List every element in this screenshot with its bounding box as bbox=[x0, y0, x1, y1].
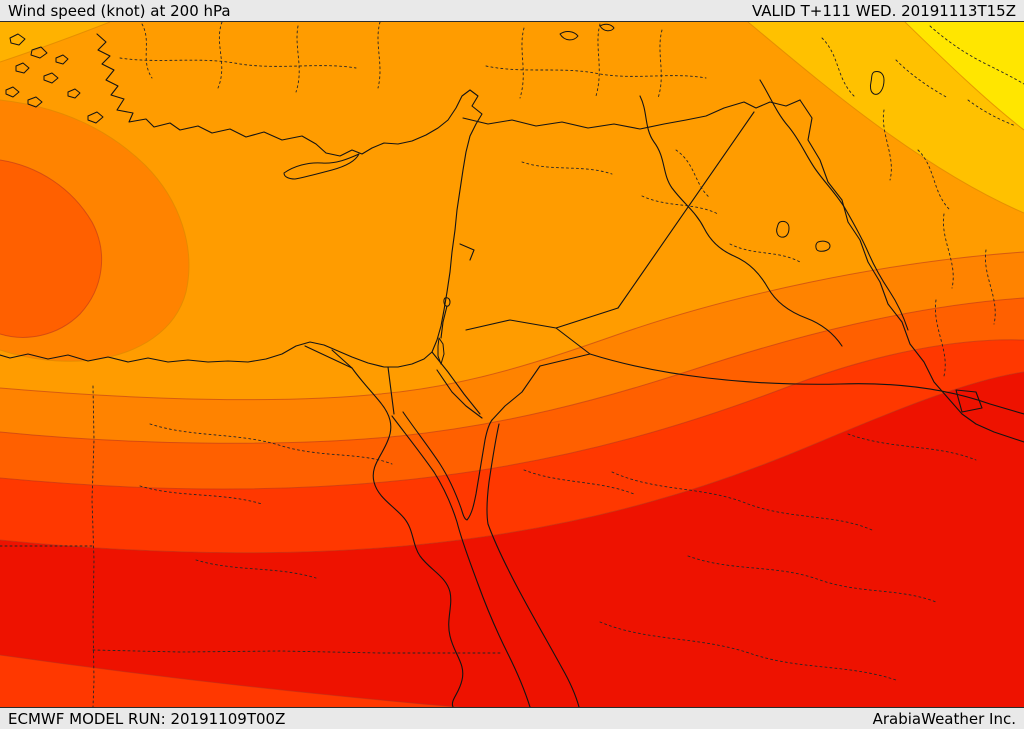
lake-tuz bbox=[559, 31, 579, 41]
band-red-southwest bbox=[0, 655, 460, 707]
valid-time-label: VALID T+111 WED. 20191113T15Z bbox=[751, 1, 1016, 20]
admin-saudi-3 bbox=[599, 621, 897, 681]
header-bar: Wind speed (knot) at 200 hPa VALID T+111… bbox=[0, 0, 1024, 22]
lake bbox=[599, 23, 615, 32]
coastlines bbox=[0, 23, 909, 707]
contour-orange-darkorange bbox=[0, 251, 1024, 401]
island-cyprus bbox=[283, 153, 360, 180]
band-dark-orange-mid bbox=[0, 252, 1024, 444]
nile-delta-branch-east bbox=[331, 349, 353, 369]
band-deep-red-core bbox=[0, 372, 1024, 707]
admin-iran-3 bbox=[917, 149, 951, 211]
admin-syria-1 bbox=[521, 161, 613, 175]
contour-yellow-amber bbox=[904, 22, 1024, 131]
contour-west-blob bbox=[0, 99, 190, 362]
band-orange-red-west-core bbox=[0, 160, 102, 338]
island bbox=[30, 46, 48, 59]
admin-iran-9 bbox=[967, 99, 1017, 127]
island bbox=[9, 33, 26, 46]
island bbox=[5, 86, 20, 98]
contour-west-core bbox=[0, 159, 103, 338]
admin-egypt-3 bbox=[195, 559, 317, 579]
admin-saudi-2 bbox=[687, 555, 937, 603]
egypt-red-sea-coast bbox=[391, 415, 531, 707]
border-iraq-saudi bbox=[589, 353, 1024, 415]
admin-turkey-8 bbox=[119, 57, 357, 69]
contour-amber-nw bbox=[0, 22, 111, 63]
border-egypt-israel bbox=[431, 351, 481, 415]
band-red-mid bbox=[0, 339, 1024, 553]
admin-iran-8 bbox=[895, 59, 949, 99]
suez-canal bbox=[387, 366, 395, 415]
aegean-islands bbox=[5, 33, 104, 124]
admin-saudi-5 bbox=[523, 469, 635, 495]
lake-razzaza bbox=[815, 240, 831, 252]
sinai-coast bbox=[402, 411, 493, 521]
model-run-label: ECMWF MODEL RUN: 20191109T00Z bbox=[8, 709, 286, 728]
admin-saudi-4 bbox=[847, 433, 977, 461]
wind-speed-bands bbox=[0, 22, 1024, 707]
admin-turkey-6 bbox=[595, 23, 601, 97]
island-rhodes bbox=[87, 111, 104, 124]
border-turkey-syria bbox=[462, 99, 801, 130]
admin-iran-5 bbox=[984, 249, 996, 325]
wind-speed-map-svg bbox=[0, 22, 1024, 707]
tigris-river bbox=[759, 79, 909, 331]
admin-iraq-2 bbox=[729, 243, 801, 263]
credit-label: ArabiaWeather Inc. bbox=[872, 709, 1016, 728]
admin-iran-4 bbox=[942, 213, 954, 289]
contour-deepred-red-sw bbox=[0, 654, 461, 707]
band-orange-red-mid bbox=[0, 298, 1024, 489]
contour-amber-orange bbox=[747, 22, 1024, 214]
lake-urmia bbox=[869, 71, 885, 95]
dotted-admin-borders bbox=[0, 22, 1024, 707]
admin-iran-1 bbox=[821, 37, 855, 97]
footer-bar: ECMWF MODEL RUN: 20191109T00Z ArabiaWeat… bbox=[0, 707, 1024, 729]
admin-turkey-4 bbox=[377, 22, 381, 89]
island bbox=[15, 62, 30, 74]
map-canvas bbox=[0, 22, 1024, 707]
border-kuwait bbox=[955, 389, 983, 413]
map-title: Wind speed (knot) at 200 hPa bbox=[8, 1, 231, 20]
nile-river bbox=[351, 367, 464, 707]
lake-tharthar bbox=[776, 220, 790, 238]
border-egypt-sudan bbox=[92, 649, 501, 654]
border-lebanon-syria bbox=[459, 243, 475, 261]
border-iraq-iran bbox=[799, 99, 1024, 443]
border-syria-jordan bbox=[465, 319, 557, 331]
admin-iraq-1 bbox=[675, 149, 711, 199]
admin-turkey-9 bbox=[485, 65, 707, 79]
border-israel-jordan-arava bbox=[436, 369, 483, 419]
lake-galilee bbox=[443, 297, 451, 307]
coastline-anatolia-levant-egypt bbox=[0, 33, 483, 368]
rivers bbox=[304, 79, 909, 707]
red-sea-coasts bbox=[391, 411, 580, 707]
admin-syria-2 bbox=[641, 195, 719, 215]
admin-turkey-7 bbox=[657, 29, 663, 99]
admin-turkey-2 bbox=[217, 22, 223, 89]
island bbox=[43, 72, 59, 84]
admin-turkey-3 bbox=[295, 25, 300, 93]
arabia-red-sea-coast bbox=[486, 423, 580, 707]
admin-turkey-1 bbox=[141, 23, 153, 79]
admin-egypt-2 bbox=[139, 485, 263, 505]
country-borders bbox=[431, 99, 1024, 443]
border-jordan-valley bbox=[440, 305, 448, 339]
nile-delta-branch-west bbox=[304, 345, 353, 369]
island bbox=[55, 54, 69, 65]
island bbox=[67, 88, 81, 99]
euphrates-river bbox=[639, 95, 843, 347]
contour-darkorange-orangered bbox=[0, 297, 1024, 444]
border-syria-iraq bbox=[617, 111, 755, 309]
contour-red-deepred bbox=[0, 371, 1024, 554]
admin-iran-2 bbox=[882, 109, 892, 181]
contour-lines bbox=[0, 22, 1024, 707]
admin-saudi-1 bbox=[611, 471, 873, 531]
band-yellow-corner bbox=[905, 22, 1024, 130]
admin-turkey-5 bbox=[519, 27, 525, 99]
contour-orangered-red bbox=[0, 339, 1024, 490]
island bbox=[27, 96, 43, 108]
band-amber-northwest bbox=[0, 22, 110, 62]
